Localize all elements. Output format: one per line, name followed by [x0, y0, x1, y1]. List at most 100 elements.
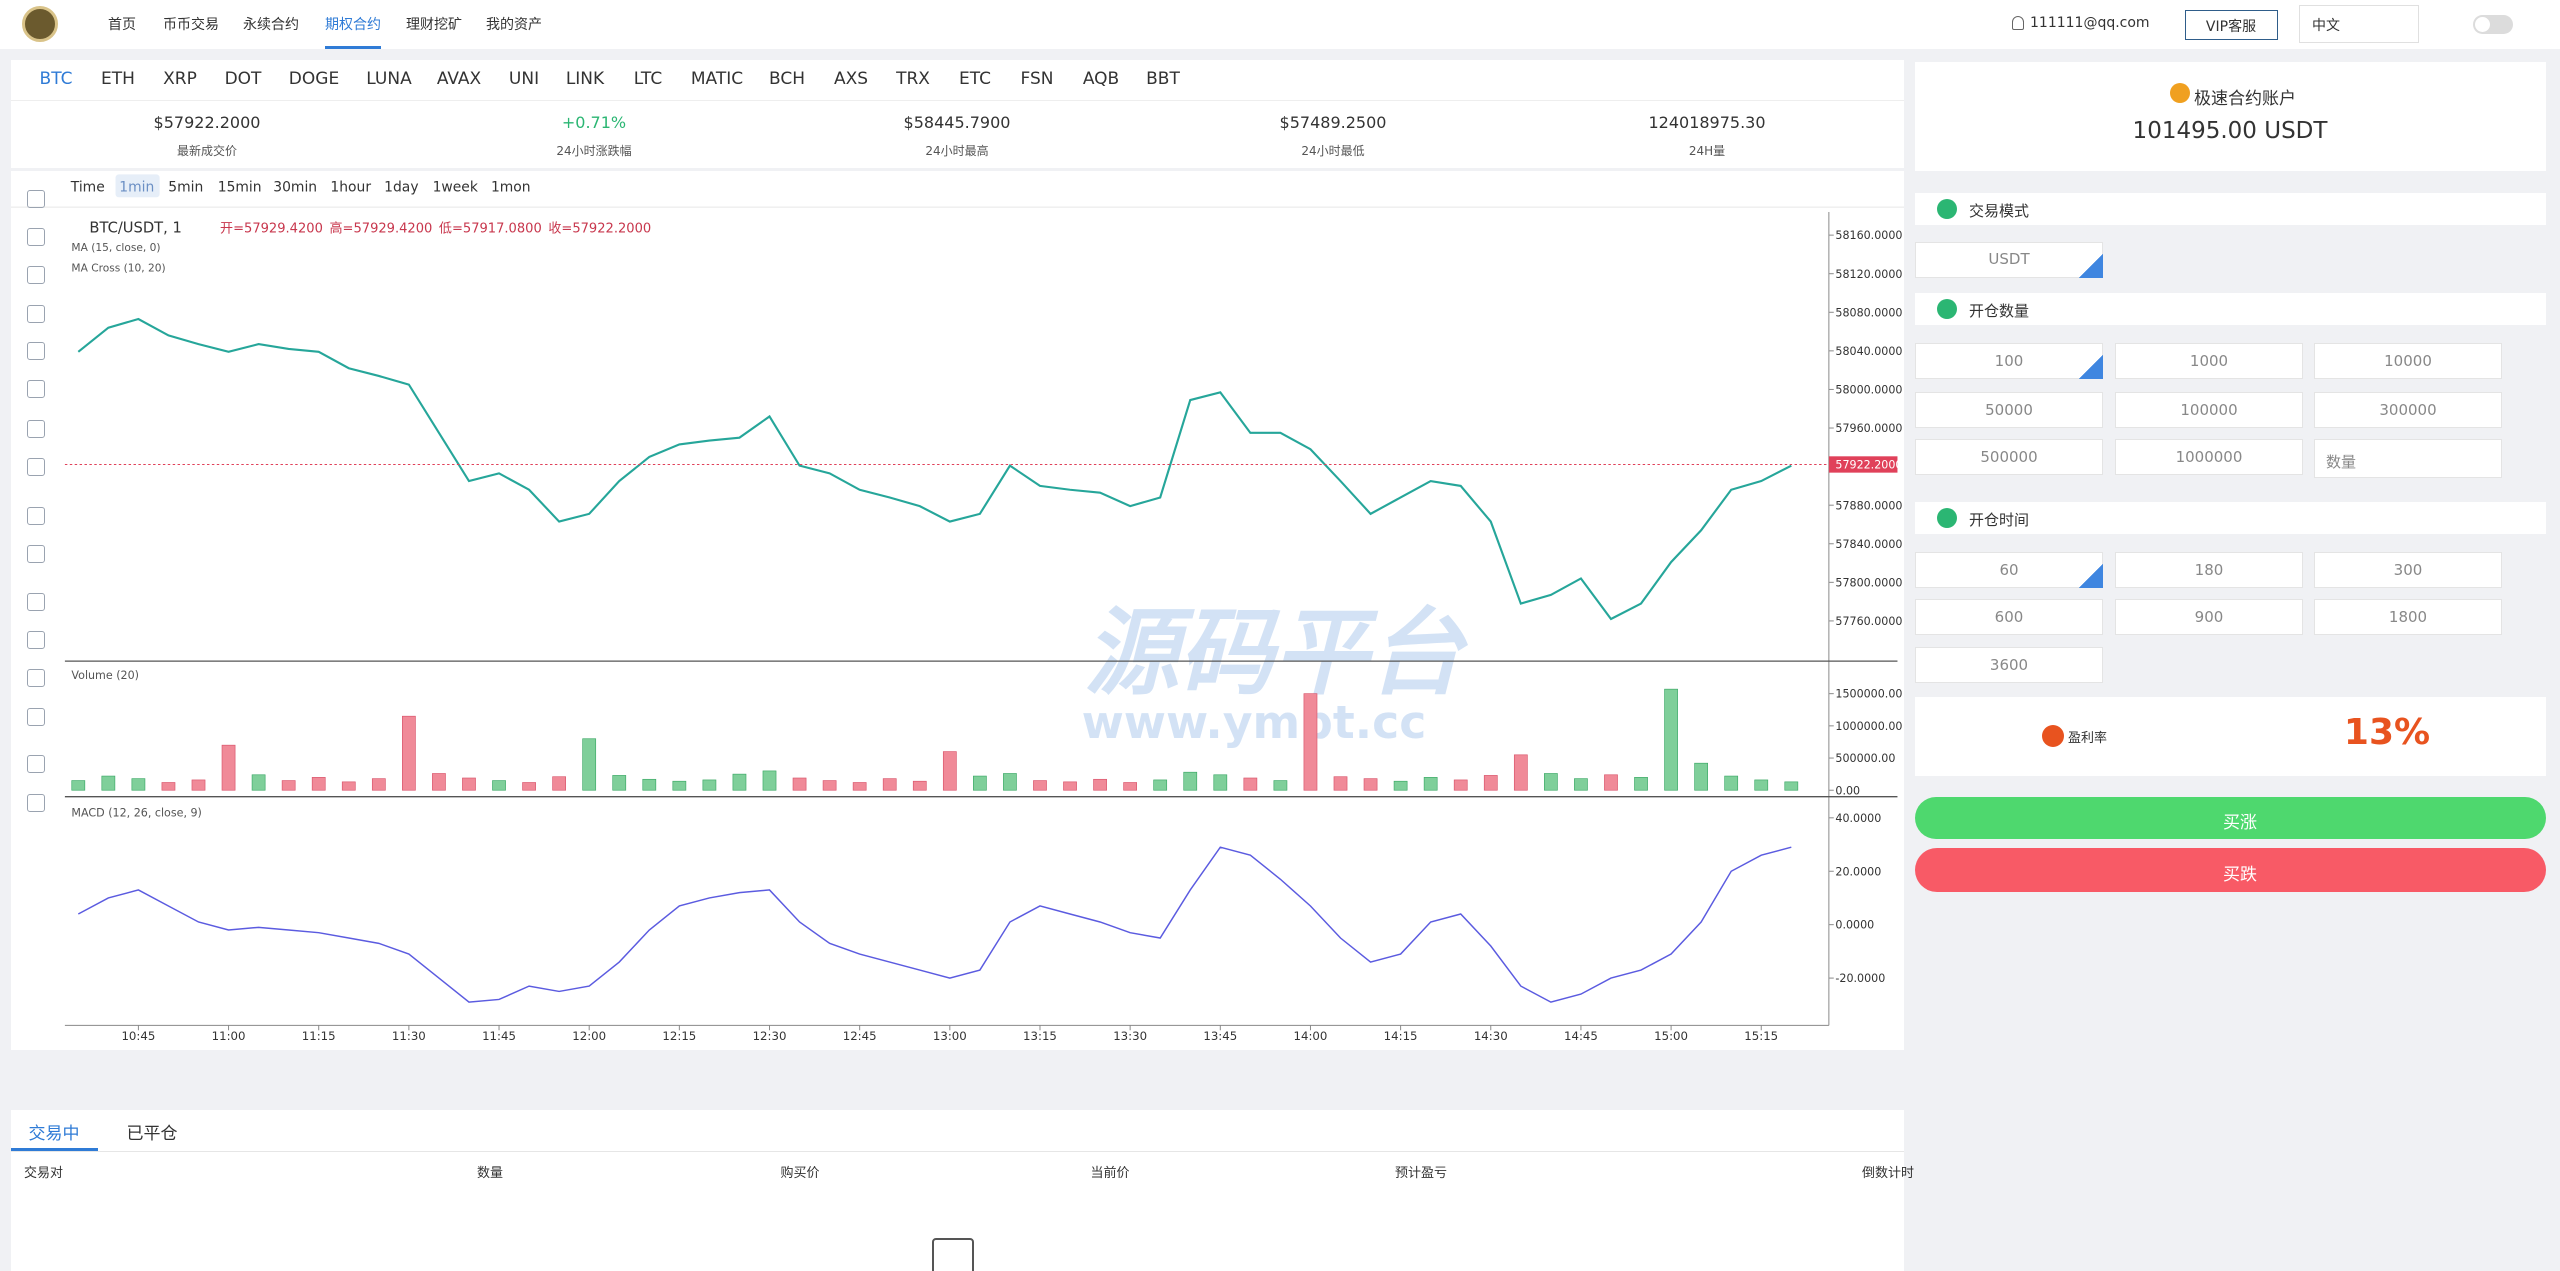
coin-tab[interactable]: MATIC [690, 69, 744, 89]
mode-select[interactable] [1915, 242, 2103, 278]
nav-item[interactable]: 首页 [108, 17, 136, 33]
tool-icon[interactable] [27, 305, 45, 323]
tool-icon[interactable] [27, 593, 45, 611]
sell-button[interactable] [1915, 848, 2546, 892]
tool-icon[interactable] [27, 631, 45, 649]
option-text[interactable]: 180 [2194, 561, 2224, 579]
option-button[interactable] [2314, 343, 2502, 379]
tool-icon[interactable] [27, 342, 45, 360]
option-button[interactable] [2115, 343, 2303, 379]
coin-tab[interactable]: DOGE [288, 69, 340, 89]
option-text[interactable]: 100000 [2180, 401, 2238, 419]
qty-row [1915, 293, 2546, 325]
stat-value: $57922.2000 [153, 113, 261, 132]
coin-tab[interactable]: ETC [959, 69, 991, 89]
option-text[interactable]: 300000 [2379, 401, 2437, 419]
option-button[interactable] [1915, 392, 2103, 428]
coin-tab[interactable]: AVAX [436, 69, 482, 89]
lang-text[interactable]: 中文 [2312, 18, 2340, 34]
tool-icon[interactable] [27, 228, 45, 246]
nav-item[interactable]: 理财挖矿 [406, 17, 462, 33]
nav-item[interactable]: 期权合约 [325, 17, 381, 33]
buy-button[interactable] [1915, 797, 2546, 839]
option-button[interactable] [2115, 392, 2303, 428]
tool-icon[interactable] [27, 380, 45, 398]
stat-value: +0.71% [561, 113, 627, 132]
y-tick-label: 58000.0000 [1835, 384, 1902, 397]
qty-input[interactable] [2314, 439, 2502, 478]
option-text[interactable]: 100 [1994, 352, 2024, 370]
coin-tab[interactable]: AXS [833, 69, 869, 89]
option-button[interactable] [2115, 599, 2303, 635]
option-button[interactable] [1915, 647, 2103, 683]
logo[interactable] [22, 6, 58, 42]
ohlc: 低=57917.0800 [439, 221, 542, 236]
option-text[interactable]: 1000 [2189, 352, 2229, 370]
volume-bar [522, 782, 536, 791]
option-button[interactable] [2314, 392, 2502, 428]
buy-text[interactable]: 买涨 [2223, 813, 2257, 833]
sell-text[interactable]: 买跌 [2223, 865, 2257, 885]
option-text[interactable]: 900 [2194, 608, 2224, 626]
volume-bar [1153, 779, 1168, 791]
coin-tab[interactable]: LUNA [366, 69, 412, 89]
option-button[interactable] [2115, 552, 2303, 588]
coin-tab[interactable]: BBT [1146, 69, 1180, 89]
option-text[interactable]: 300 [2393, 561, 2423, 579]
coin-tab[interactable]: ETH [101, 69, 135, 89]
volume-bar [161, 782, 176, 791]
option-button[interactable] [1915, 343, 2103, 379]
tool-icon[interactable] [27, 458, 45, 476]
option-button[interactable] [1915, 599, 2103, 635]
tool-icon[interactable] [27, 755, 45, 773]
option-button[interactable] [2314, 599, 2502, 635]
coin-tab[interactable]: XRP [163, 69, 197, 89]
tool-icon[interactable] [27, 190, 45, 208]
coin-tab[interactable]: AQB [1082, 69, 1120, 89]
option-text[interactable]: 60 [1999, 561, 2019, 579]
option-text[interactable]: 50000 [1985, 401, 2033, 419]
order-tab[interactable]: 交易中 [28, 1124, 80, 1144]
user-name[interactable]: 111111@qq.com [2030, 15, 2150, 31]
coin-tab[interactable]: DOT [224, 69, 262, 89]
tool-icon[interactable] [27, 420, 45, 438]
coin-tab[interactable]: BCH [768, 69, 806, 89]
option-text[interactable]: 1800 [2388, 608, 2428, 626]
vip-text[interactable]: VIP客服 [2205, 19, 2257, 35]
coin-tab[interactable]: BTC [39, 69, 73, 89]
nav-item[interactable]: 币币交易 [163, 17, 219, 33]
ohlc: 开=57929.4200 [220, 221, 323, 236]
check-icon [1937, 299, 1957, 319]
option-text[interactable]: 1000000 [2175, 448, 2243, 466]
coin-tab[interactable]: LINK [565, 69, 605, 89]
tool-icon[interactable] [27, 266, 45, 284]
order-tab[interactable]: 已平仓 [126, 1124, 178, 1144]
coin-tab[interactable]: FSN [1020, 69, 1054, 89]
order-column: 数量 [476, 1166, 504, 1181]
tool-icon[interactable] [27, 794, 45, 812]
option-button[interactable] [2314, 552, 2502, 588]
option-text[interactable]: 10000 [2384, 352, 2432, 370]
option-button[interactable] [1915, 439, 2103, 475]
vip-button[interactable] [2185, 10, 2278, 40]
qty-placeholder[interactable]: 数量 [2326, 453, 2357, 471]
coin-tab[interactable]: UNI [508, 69, 540, 89]
coin-tab[interactable]: TRX [896, 69, 930, 89]
tool-icon[interactable] [27, 708, 45, 726]
volume-bar [1303, 693, 1318, 791]
tool-icon[interactable] [27, 507, 45, 525]
mode-value[interactable]: USDT [1988, 250, 2030, 268]
volume-bar [942, 751, 957, 791]
tool-icon[interactable] [27, 669, 45, 687]
study-label: MA (15, close, 0) [71, 241, 160, 254]
coin-tab[interactable]: LTC [633, 69, 663, 89]
option-text[interactable]: 500000 [1980, 448, 2038, 466]
nav-item[interactable]: 永续合约 [243, 17, 299, 33]
lang-select[interactable] [2299, 5, 2419, 43]
nav-item[interactable]: 我的资产 [486, 17, 542, 33]
option-text[interactable]: 3600 [1989, 656, 2029, 674]
option-button[interactable] [1915, 552, 2103, 588]
option-button[interactable] [2115, 439, 2303, 475]
option-text[interactable]: 600 [1994, 608, 2024, 626]
tool-icon[interactable] [27, 545, 45, 563]
